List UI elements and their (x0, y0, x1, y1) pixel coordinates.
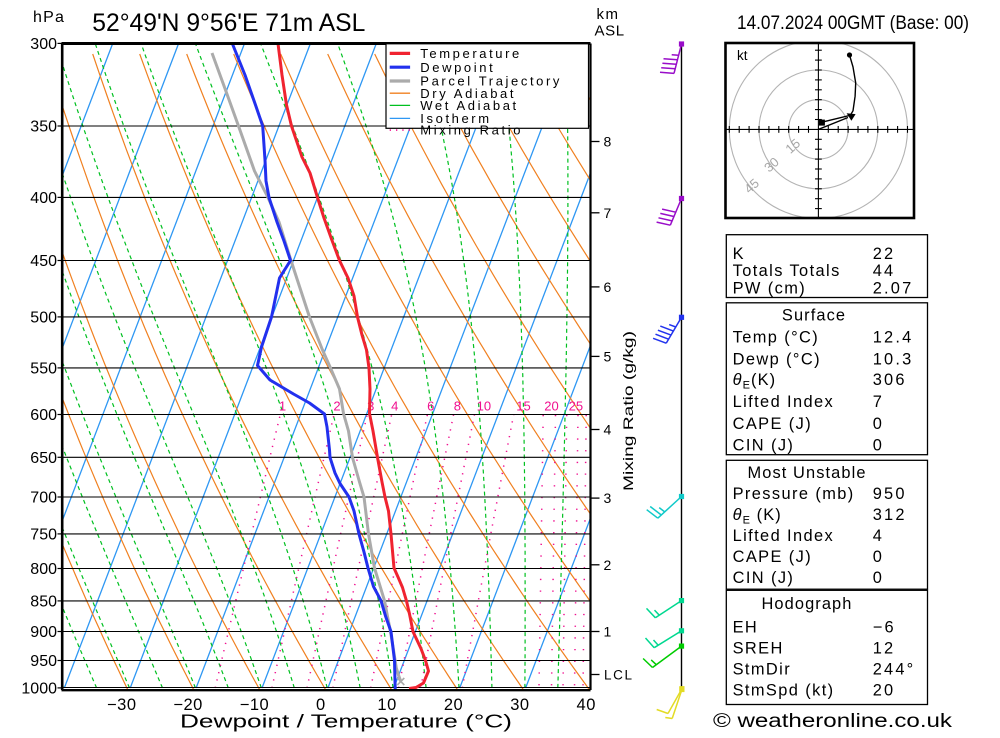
svg-text:km: km (597, 6, 620, 23)
svg-text:hPa: hPa (33, 9, 65, 26)
svg-text:14.07.2024 00GMT (Base: 00): 14.07.2024 00GMT (Base: 00) (737, 13, 969, 34)
svg-text:−6: −6 (873, 619, 896, 637)
svg-text:1000: 1000 (21, 680, 57, 697)
svg-text:10.3: 10.3 (873, 350, 914, 368)
svg-text:400: 400 (30, 190, 57, 207)
svg-text:ASL: ASL (595, 23, 625, 40)
svg-text:0: 0 (873, 415, 884, 433)
svg-text:CAPE (J): CAPE (J) (733, 415, 813, 433)
svg-text:0: 0 (873, 548, 884, 566)
svg-text:6: 6 (427, 399, 434, 414)
svg-text:StmSpd (kt): StmSpd (kt) (733, 682, 835, 700)
svg-text:CIN (J): CIN (J) (733, 437, 795, 455)
svg-text:700: 700 (30, 490, 57, 507)
svg-text:0: 0 (873, 437, 884, 455)
svg-text:950: 950 (30, 653, 57, 670)
svg-text:450: 450 (30, 253, 57, 270)
svg-text:2: 2 (333, 399, 340, 414)
svg-text:20: 20 (444, 696, 463, 714)
svg-text:4: 4 (391, 399, 398, 414)
svg-text:10: 10 (477, 399, 491, 414)
svg-text:Dewpoint / Temperature (°C): Dewpoint / Temperature (°C) (180, 711, 512, 732)
svg-text:350: 350 (30, 119, 57, 136)
svg-text:Isotherm: Isotherm (420, 111, 491, 126)
svg-text:244°: 244° (873, 661, 916, 679)
svg-text:θE(K): θE(K) (733, 371, 777, 392)
svg-text:8: 8 (604, 134, 612, 150)
svg-text:500: 500 (30, 309, 57, 326)
svg-text:8: 8 (454, 399, 461, 414)
svg-text:650: 650 (30, 450, 57, 467)
svg-text:−20: −20 (173, 696, 203, 714)
svg-text:44: 44 (873, 262, 896, 280)
svg-text:kt: kt (737, 48, 748, 63)
svg-text:800: 800 (30, 561, 57, 578)
svg-text:4: 4 (873, 527, 884, 545)
svg-text:Dry Adiabat: Dry Adiabat (420, 86, 516, 101)
svg-text:10: 10 (377, 696, 396, 714)
svg-text:Parcel Trajectory: Parcel Trajectory (420, 74, 562, 89)
svg-text:SREH: SREH (733, 640, 784, 658)
svg-text:Totals Totals: Totals Totals (733, 262, 841, 280)
svg-text:4: 4 (604, 422, 612, 438)
svg-text:Hodograph: Hodograph (761, 595, 852, 613)
svg-text:600: 600 (30, 407, 57, 424)
svg-text:−10: −10 (240, 696, 270, 714)
svg-text:LCL: LCL (604, 668, 634, 683)
svg-text:950: 950 (873, 485, 907, 503)
svg-text:52°49'N 9°56'E 71m ASL: 52°49'N 9°56'E 71m ASL (92, 9, 365, 37)
svg-text:1: 1 (604, 624, 612, 640)
svg-text:CAPE (J): CAPE (J) (733, 548, 813, 566)
svg-text:5: 5 (604, 348, 612, 364)
svg-text:30: 30 (510, 696, 529, 714)
svg-text:12.4: 12.4 (873, 328, 914, 346)
svg-text:PW (cm): PW (cm) (733, 280, 807, 298)
svg-text:Temperature: Temperature (420, 46, 522, 61)
svg-text:Wet Adiabat: Wet Adiabat (420, 98, 518, 113)
svg-text:306: 306 (873, 371, 907, 389)
svg-text:2.07: 2.07 (873, 280, 914, 298)
svg-text:Temp (°C): Temp (°C) (733, 328, 820, 346)
svg-text:300: 300 (30, 36, 57, 53)
svg-text:Dewp (°C): Dewp (°C) (733, 350, 821, 368)
svg-text:Mixing Ratio: Mixing Ratio (420, 123, 523, 138)
svg-text:7: 7 (604, 205, 612, 221)
svg-text:40: 40 (577, 696, 596, 714)
svg-text:550: 550 (30, 360, 57, 377)
svg-text:Lifted Index: Lifted Index (733, 393, 835, 411)
svg-text:© weatheronline.co.uk: © weatheronline.co.uk (713, 711, 953, 732)
svg-text:20: 20 (544, 399, 558, 414)
svg-text:Dewpoint: Dewpoint (420, 60, 495, 75)
svg-text:0: 0 (316, 696, 326, 714)
svg-text:Surface: Surface (782, 306, 846, 324)
svg-text:Mixing Ratio (g/kg): Mixing Ratio (g/kg) (620, 331, 636, 491)
svg-text:25: 25 (569, 399, 583, 414)
svg-text:CIN (J): CIN (J) (733, 569, 795, 587)
svg-text:12: 12 (873, 640, 896, 658)
svg-text:StmDir: StmDir (733, 661, 791, 679)
svg-text:3: 3 (604, 490, 612, 506)
svg-text:θE (K): θE (K) (733, 506, 782, 527)
svg-text:750: 750 (30, 526, 57, 543)
svg-text:Most Unstable: Most Unstable (747, 464, 866, 482)
svg-text:6: 6 (604, 279, 612, 295)
svg-text:850: 850 (30, 593, 57, 610)
svg-text:22: 22 (873, 245, 896, 263)
svg-text:Pressure (mb): Pressure (mb) (733, 485, 855, 503)
svg-text:312: 312 (873, 506, 907, 524)
svg-text:−30: −30 (107, 696, 137, 714)
svg-text:1: 1 (279, 399, 286, 414)
svg-text:K: K (733, 245, 745, 263)
svg-text:2: 2 (604, 557, 612, 573)
svg-text:EH: EH (733, 619, 759, 637)
svg-text:15: 15 (516, 399, 530, 414)
svg-text:20: 20 (873, 682, 896, 700)
svg-text:Lifted Index: Lifted Index (733, 527, 835, 545)
svg-text:0: 0 (873, 569, 884, 587)
svg-text:900: 900 (30, 624, 57, 641)
svg-text:7: 7 (873, 393, 884, 411)
